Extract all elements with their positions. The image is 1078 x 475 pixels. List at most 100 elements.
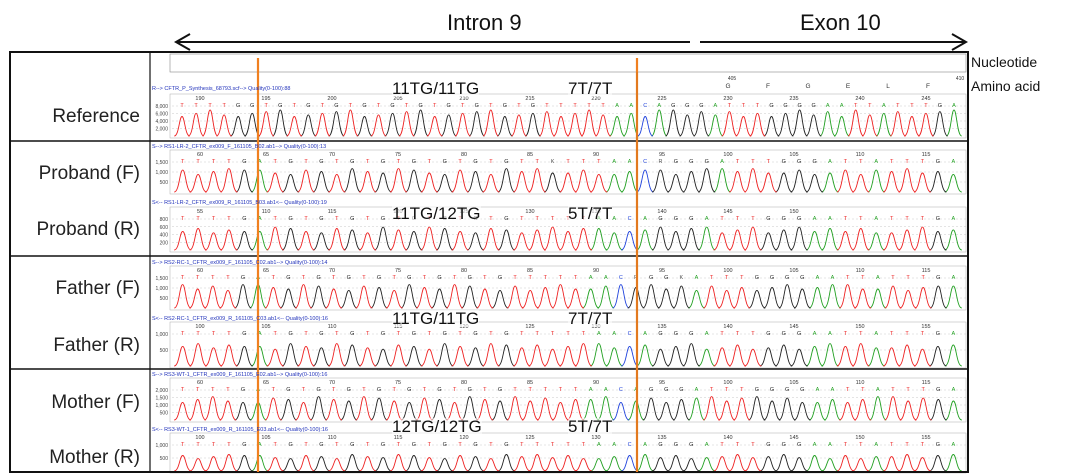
base-call: G — [936, 159, 940, 165]
genotype-t-mother: 5T/7T — [568, 417, 613, 436]
exon-10-label: Exon 10 — [800, 10, 881, 35]
base-call: A — [714, 103, 718, 109]
amino-acid-position: 405 — [728, 76, 737, 82]
panel-border — [169, 149, 967, 195]
base-call: T — [921, 331, 925, 337]
position-number: 115 — [922, 268, 931, 274]
base-call: T — [559, 275, 563, 281]
position-number: 130 — [591, 435, 600, 441]
base-call: A — [695, 387, 699, 393]
position-number: 135 — [657, 324, 666, 330]
base-call: A — [612, 442, 616, 448]
base-call: T — [423, 275, 427, 281]
position-number: 120 — [459, 435, 468, 441]
position-number: 105 — [261, 435, 270, 441]
base-call: T — [196, 331, 200, 337]
base-call: T — [513, 275, 517, 281]
base-call: T — [212, 442, 216, 448]
base-call: T — [293, 103, 297, 109]
base-call: G — [447, 103, 451, 109]
y-tick-label: 8,000 — [155, 104, 168, 110]
chromatogram-panel-mother_r: 1,000 500 100 105 110 115 120 125 130 135 140 145 15… — [155, 432, 967, 474]
base-call: T — [551, 216, 555, 222]
base-call: A — [643, 442, 647, 448]
base-call: T — [397, 159, 401, 165]
y-tick-label: 500 — [160, 296, 169, 302]
trace-peaks-a — [251, 343, 962, 367]
genotype-tg-proband: 11TG/12TG — [392, 204, 481, 223]
trace-peaks-c — [612, 401, 630, 421]
position-number: 125 — [525, 324, 534, 330]
position-number: 75 — [395, 268, 401, 274]
base-call: T — [362, 275, 366, 281]
position-number: 80 — [461, 268, 467, 274]
base-call: G — [350, 331, 354, 337]
position-number: 100 — [723, 380, 732, 386]
base-call: A — [612, 216, 616, 222]
position-number: 65 — [263, 268, 269, 274]
base-call: G — [288, 331, 292, 337]
y-tick-label: 2,000 — [155, 388, 168, 394]
base-call: G — [770, 387, 774, 393]
trace-peaks-c — [636, 169, 654, 193]
base-call: T — [458, 159, 462, 165]
base-call: A — [828, 331, 832, 337]
position-number: 110 — [328, 435, 337, 441]
base-call: G — [674, 216, 678, 222]
genotype-t-reference: 7T/7T — [568, 79, 613, 98]
y-tick-label: 800 — [160, 217, 169, 223]
base-call: G — [319, 159, 323, 165]
base-call: A — [705, 216, 709, 222]
base-call: T — [180, 103, 184, 109]
base-call: G — [658, 331, 662, 337]
position-number: 75 — [395, 380, 401, 386]
base-call: G — [350, 159, 354, 165]
base-call: T — [587, 103, 591, 109]
trace-peaks-c — [637, 116, 654, 137]
base-call: A — [628, 159, 632, 165]
nucleotide-ruler — [169, 53, 967, 73]
position-number: 245 — [921, 96, 930, 102]
base-call: G — [437, 275, 441, 281]
base-call: T — [196, 159, 200, 165]
position-number: 145 — [789, 324, 798, 330]
base-call: T — [890, 159, 894, 165]
base-call: T — [212, 216, 216, 222]
trace-header-mother-f: S--> RS3-WT-1_CFTR_ex009_F_161105_E02.ab… — [152, 372, 328, 378]
base-call: A — [258, 331, 262, 337]
position-number: 130 — [591, 324, 600, 330]
base-call: G — [664, 387, 668, 393]
position-number: 105 — [261, 324, 270, 330]
base-call: G — [407, 275, 411, 281]
base-call: G — [769, 103, 773, 109]
position-number: 60 — [197, 380, 203, 386]
position-number: 85 — [527, 268, 533, 274]
base-call: A — [828, 159, 832, 165]
base-call: T — [529, 387, 533, 393]
position-number: 145 — [789, 435, 798, 441]
genotype-tg-mother: 12TG/12TG — [392, 417, 482, 436]
base-call: T — [489, 216, 493, 222]
base-call: G — [936, 275, 940, 281]
base-call: T — [905, 159, 909, 165]
base-call: T — [736, 159, 740, 165]
trace-peaks-t — [173, 284, 932, 309]
base-call: T — [601, 103, 605, 109]
base-call: T — [265, 103, 269, 109]
base-call: G — [797, 442, 801, 448]
trace-header-reference: R--> CFTR_P_Synthesis_68793.scf--> Quali… — [152, 86, 291, 92]
base-call: A — [258, 216, 262, 222]
base-call: T — [181, 331, 185, 337]
base-call: T — [861, 387, 865, 393]
base-call: G — [938, 103, 942, 109]
base-call: T — [535, 216, 539, 222]
base-call: G — [418, 103, 422, 109]
base-call: T — [921, 442, 925, 448]
base-call: G — [334, 103, 338, 109]
base-call: T — [574, 275, 578, 281]
position-number: 190 — [195, 96, 204, 102]
base-call: T — [304, 216, 308, 222]
position-number: 205 — [393, 96, 402, 102]
outer-frame — [9, 51, 969, 473]
